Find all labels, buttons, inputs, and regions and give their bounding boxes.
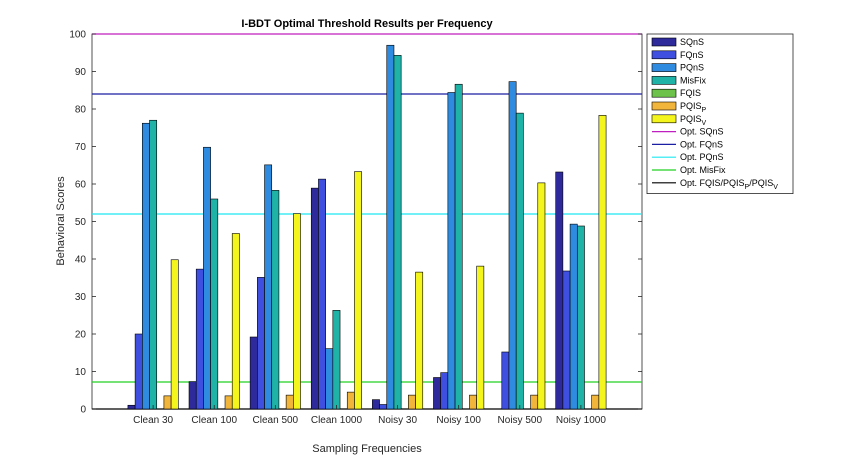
bar-misfix	[576, 225, 585, 410]
x-tick-label: Clean 1000	[311, 415, 363, 426]
bar-pqis-v	[476, 265, 485, 410]
legend-swatch	[651, 101, 677, 111]
bar-fqns	[134, 333, 143, 410]
legend-label: Opt. SQnS	[680, 127, 724, 137]
bar-pqis-v	[598, 115, 607, 410]
bar-pqns	[569, 223, 578, 410]
legend-label: FQnS	[680, 50, 704, 60]
legend-label: Opt. FQIS/PQISP/PQISV	[680, 178, 778, 191]
bar-sqns	[310, 187, 319, 410]
legend-label: MisFix	[680, 75, 706, 85]
legend-label: SQnS	[680, 37, 704, 47]
x-axis-ticks: Clean 30 Clean 100 Clean 500 Clean 1000 Nois…	[133, 405, 606, 426]
y-tick-label: 40	[75, 255, 87, 266]
y-tick-label: 60	[75, 180, 87, 191]
bar-pqis-v	[537, 182, 546, 410]
y-axis-ticks: 0 10 20 30 40 50 60 70 80 90 100	[69, 30, 642, 416]
y-tick-label: 10	[75, 367, 87, 378]
legend-label: PQnS	[680, 63, 704, 73]
bar-misfix	[149, 119, 158, 410]
bar-pqis-p	[469, 394, 477, 410]
legend-label: PQISV	[680, 114, 707, 127]
bar-sqns	[372, 399, 380, 410]
bar-pqns	[325, 348, 334, 410]
bar-pqns	[447, 92, 456, 410]
legend-swatch	[651, 76, 677, 85]
bar-fqns	[501, 351, 510, 410]
bar-sqns	[249, 336, 258, 410]
bar-pqis-v	[170, 259, 179, 410]
bar-misfix	[515, 112, 524, 410]
y-tick-label: 50	[75, 217, 87, 228]
bar-fqns	[318, 178, 326, 410]
bar-sqns	[127, 404, 136, 410]
bar-misfix	[454, 83, 463, 410]
x-tick-label: Clean 30	[133, 415, 173, 426]
x-tick-label: Clean 500	[253, 415, 299, 426]
bar-pqns	[203, 146, 211, 410]
legend-swatch	[651, 50, 677, 60]
bar-pqis-v	[354, 171, 362, 410]
y-tick-label: 20	[75, 330, 87, 341]
bar-fqns	[440, 372, 449, 410]
bar-pqis-p	[408, 394, 416, 410]
bar-pqis-p	[285, 394, 294, 410]
bar-pqns	[386, 44, 395, 410]
x-tick-label: Clean 100	[191, 415, 237, 426]
bar-pqis-p	[163, 395, 172, 410]
bar-misfix	[271, 190, 280, 410]
x-tick-label: Noisy 1000	[556, 415, 606, 426]
legend-swatch	[651, 88, 677, 98]
legend-swatch	[651, 63, 677, 72]
legend-label: Opt. PQnS	[680, 152, 724, 162]
legend-box	[646, 33, 794, 195]
bar-pqis-p	[346, 391, 355, 410]
bar-pqis-v	[231, 233, 240, 410]
y-tick-label: 30	[75, 292, 87, 303]
legend-label: PQISP	[680, 101, 707, 114]
bar-fqns	[257, 277, 265, 410]
y-tick-label: 70	[75, 142, 87, 153]
x-tick-label: Noisy 500	[498, 415, 543, 426]
bars	[127, 44, 607, 410]
bar-fqns	[379, 404, 388, 410]
bar-misfix	[393, 55, 402, 410]
bar-pqis-v	[293, 213, 301, 410]
bar-sqns	[433, 377, 441, 410]
bar-sqns	[188, 381, 197, 410]
x-tick-label: Noisy 100	[436, 415, 481, 426]
legend-label: Opt. MisFix	[680, 165, 726, 175]
bar-pqns	[142, 122, 150, 410]
y-tick-label: 80	[75, 105, 87, 116]
chart-title: I-BDT Optimal Threshold Results per Freq…	[241, 18, 493, 30]
bar-pqis-p	[530, 394, 539, 410]
bar-pqis-v	[415, 271, 424, 410]
plot-area	[91, 33, 643, 410]
bar-pqns	[264, 164, 273, 410]
bar-pqns	[508, 81, 517, 410]
legend-label: FQIS	[680, 88, 701, 98]
legend-label: Opt. FQnS	[680, 139, 723, 149]
y-tick-label: 90	[75, 67, 87, 78]
bar-pqis-p	[224, 395, 233, 410]
x-axis-title: Sampling Frequencies	[312, 443, 422, 455]
bar-sqns	[555, 171, 564, 410]
bar-misfix	[210, 198, 219, 410]
y-tick-label: 0	[80, 405, 86, 416]
legend-swatch	[651, 37, 677, 47]
y-tick-label: 100	[69, 30, 86, 41]
bar-fqns	[195, 268, 204, 410]
bar-pqis-p	[591, 394, 600, 410]
x-tick-label: Noisy 30	[378, 415, 417, 426]
y-axis-title: Behavioral Scores	[55, 176, 67, 266]
legend-swatch	[651, 114, 677, 124]
bar-misfix	[332, 310, 341, 410]
bar-fqns	[562, 270, 571, 410]
reference-lines	[92, 33, 642, 410]
